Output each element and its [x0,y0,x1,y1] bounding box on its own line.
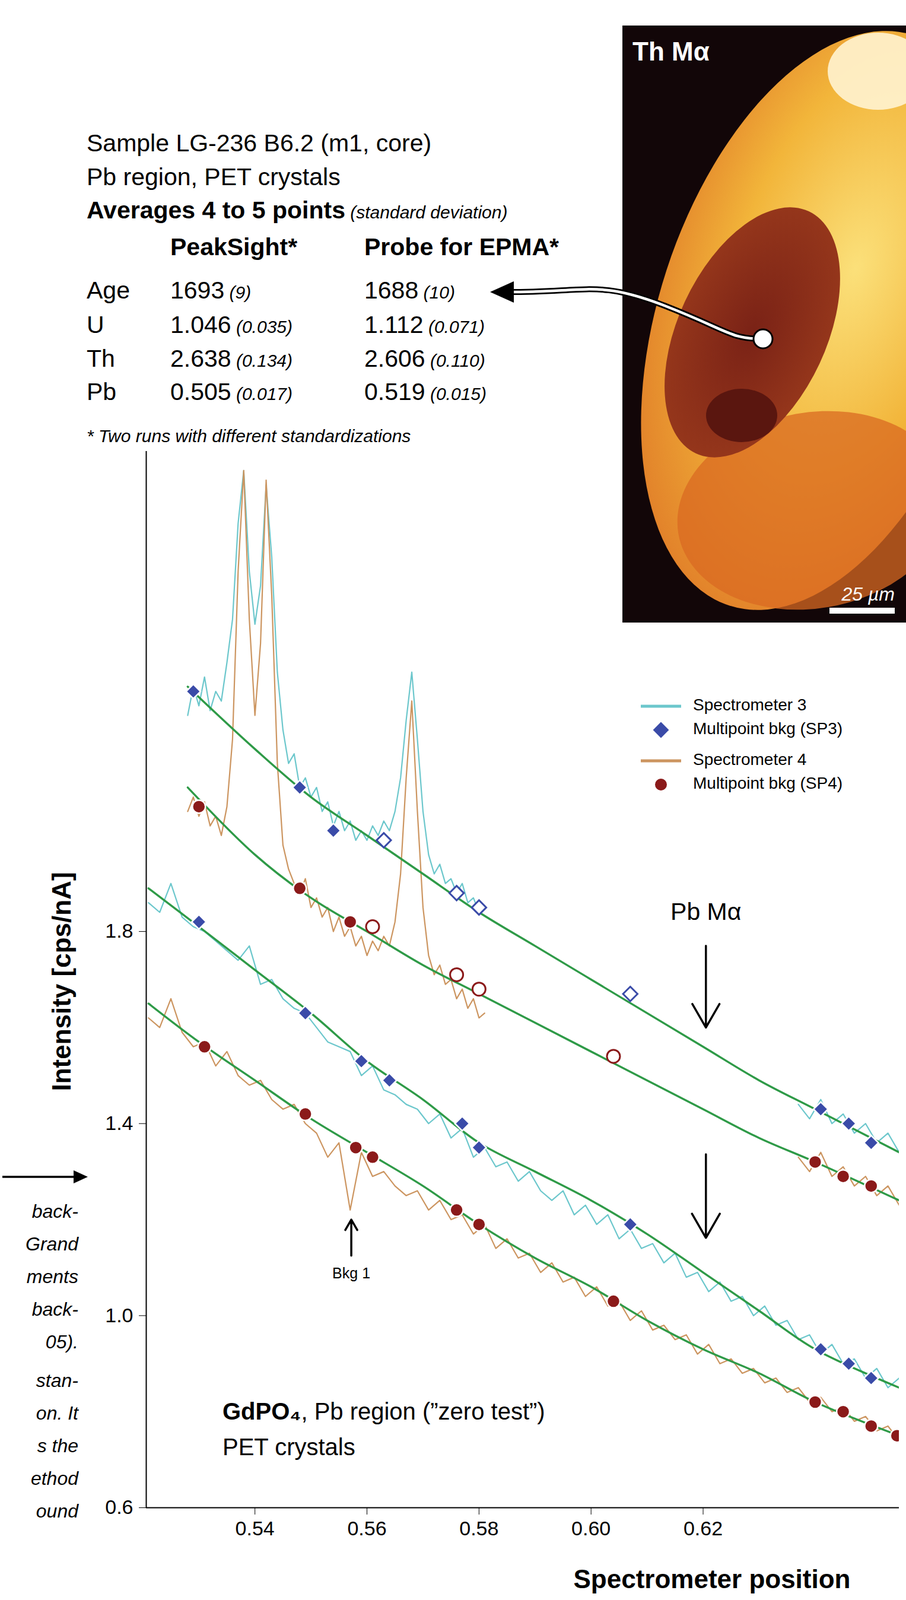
svg-text:Spectrometer 3: Spectrometer 3 [692,695,807,714]
svg-text:1.0: 1.0 [105,1303,133,1327]
svg-text:Spectrometer position: Spectrometer position [573,1563,851,1594]
svg-text:Averages 4 to 5 points (standa: Averages 4 to 5 points (standard deviati… [86,196,508,224]
svg-text:Probe for EPMA*: Probe for EPMA* [364,233,559,261]
svg-text:1.8: 1.8 [105,919,133,942]
svg-text:on. It: on. It [36,1402,79,1424]
svg-text:ound: ound [36,1499,79,1522]
svg-text:0.60: 0.60 [571,1516,611,1540]
svg-text:* Two runs with different stan: * Two runs with different standardizatio… [86,426,411,446]
svg-text:s the: s the [37,1434,79,1457]
svg-text:Pb Mα: Pb Mα [670,897,742,925]
svg-text:0.56: 0.56 [347,1516,387,1540]
svg-text:1688 (10): 1688 (10) [364,276,456,304]
svg-text:Th Mα: Th Mα [632,36,710,66]
svg-text:2.606 (0.110): 2.606 (0.110) [364,344,486,373]
svg-text:back-: back- [32,1200,79,1222]
svg-text:GdPO₄, Pb region (”zero test”): GdPO₄, Pb region (”zero test”) [222,1397,546,1424]
svg-text:0.62: 0.62 [683,1516,723,1540]
svg-text:Multipoint bkg (SP3): Multipoint bkg (SP3) [692,719,843,738]
svg-text:Sample LG-236 B6.2 (m1, core): Sample LG-236 B6.2 (m1, core) [86,129,432,157]
svg-text:1.046 (0.035): 1.046 (0.035) [170,310,293,339]
svg-text:PET crystals: PET crystals [222,1433,356,1460]
svg-text:Th: Th [86,344,116,373]
svg-text:Bkg 1: Bkg 1 [332,1264,371,1281]
svg-text:0.519 (0.015): 0.519 (0.015) [364,377,487,406]
svg-text:2.638 (0.134): 2.638 (0.134) [170,344,293,373]
svg-text:0.505 (0.017): 0.505 (0.017) [170,377,293,406]
svg-text:U: U [86,310,105,339]
svg-text:Age: Age [86,276,130,304]
svg-text:Multipoint bkg (SP4): Multipoint bkg (SP4) [692,773,843,793]
svg-text:0.54: 0.54 [235,1516,275,1540]
svg-text:PeakSight*: PeakSight* [170,233,298,261]
svg-text:stan-: stan- [36,1369,79,1391]
svg-text:1693 (9): 1693 (9) [170,276,251,304]
svg-text:ethod: ethod [30,1467,79,1489]
svg-text:1.4: 1.4 [105,1111,133,1134]
svg-text:0.58: 0.58 [459,1516,499,1540]
svg-text:25 µm: 25 µm [840,583,895,605]
svg-text:05).: 05). [45,1330,79,1353]
svg-text:Pb region, PET crystals: Pb region, PET crystals [86,163,341,191]
svg-text:1.112 (0.071): 1.112 (0.071) [364,310,485,339]
svg-text:Grand: Grand [25,1232,79,1255]
svg-text:ments: ments [26,1265,79,1287]
svg-text:back-: back- [32,1298,79,1320]
svg-text:Spectrometer 4: Spectrometer 4 [692,749,807,769]
svg-text:Pb: Pb [86,377,117,406]
svg-text:0.6: 0.6 [105,1495,133,1518]
svg-text:Intensity [cps/nA]: Intensity [cps/nA] [46,871,76,1091]
